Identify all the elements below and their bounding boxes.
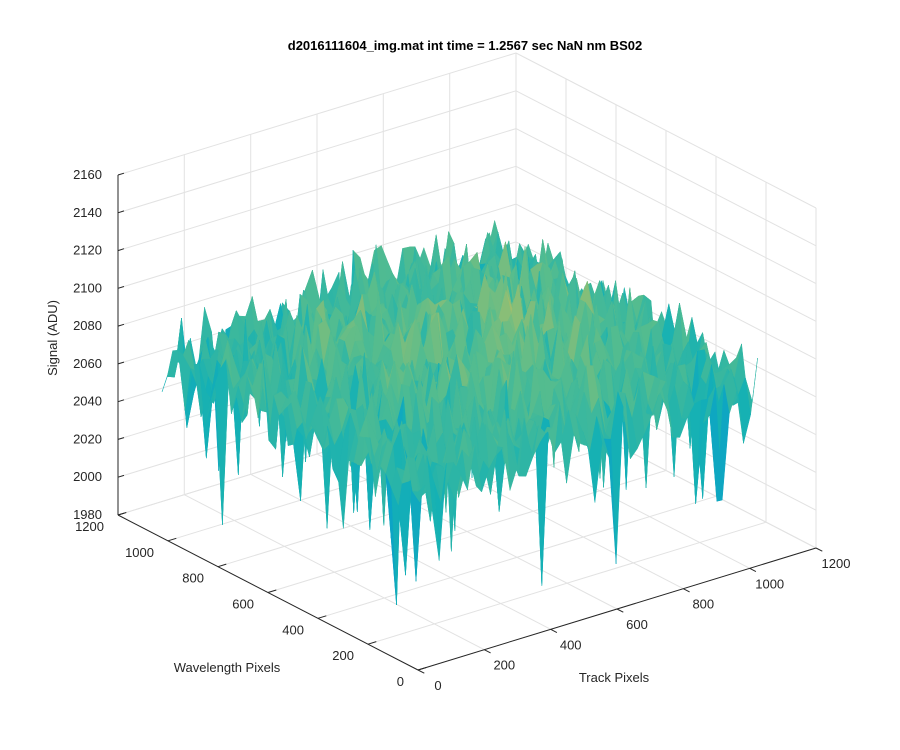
grid-line bbox=[515, 52, 817, 209]
x-tick bbox=[616, 608, 624, 613]
z-tick bbox=[117, 474, 125, 478]
z-axis-label: Signal (ADU) bbox=[45, 300, 60, 376]
x-tick bbox=[550, 628, 558, 634]
x-tick-label: 600 bbox=[626, 617, 648, 632]
z-tick bbox=[117, 361, 125, 365]
z-tick bbox=[117, 323, 125, 327]
z-tick bbox=[117, 512, 125, 516]
surface-patch bbox=[412, 484, 426, 503]
grid-line bbox=[515, 90, 817, 247]
x-tick bbox=[484, 649, 491, 654]
z-tick-label: 2120 bbox=[73, 243, 102, 258]
y-tick-label: 400 bbox=[282, 622, 304, 637]
grid-line bbox=[317, 495, 717, 619]
chart-title: d2016111604_img.mat int time = 1.2567 se… bbox=[288, 38, 642, 53]
y-tick bbox=[417, 667, 427, 671]
x-tick bbox=[749, 567, 757, 573]
x-tick-label: 0 bbox=[434, 678, 441, 693]
z-tick-label: 2140 bbox=[73, 205, 102, 220]
axis-layer bbox=[117, 172, 823, 674]
y-tick bbox=[167, 537, 177, 542]
grid-line bbox=[515, 128, 817, 285]
x-tick bbox=[683, 588, 690, 593]
y-tick-label: 1000 bbox=[125, 545, 154, 560]
grid-line bbox=[117, 52, 517, 176]
y-tick bbox=[217, 563, 227, 568]
y-tick bbox=[367, 641, 377, 645]
tick-labels: 0 200 400 600 800 1000 1200 0 200 400 600 800 1000 12… bbox=[73, 167, 850, 693]
y-axis-label: Wavelength Pixels bbox=[174, 660, 281, 675]
grid-line bbox=[267, 470, 667, 593]
z-tick-label: 1980 bbox=[73, 507, 102, 522]
z-tick bbox=[117, 286, 125, 289]
z-tick-label: 2100 bbox=[73, 280, 102, 295]
z-tick-label: 2000 bbox=[73, 469, 102, 484]
z-tick-label: 2040 bbox=[73, 394, 102, 409]
y-tick-label: 200 bbox=[332, 648, 354, 663]
grid-line bbox=[117, 90, 517, 214]
z-tick bbox=[117, 210, 125, 214]
y-tick-label: 800 bbox=[182, 571, 204, 586]
x-tick bbox=[417, 669, 425, 674]
z-tick bbox=[117, 248, 125, 252]
x-axis-label: Track Pixels bbox=[579, 670, 650, 685]
z-tick-label: 2060 bbox=[73, 356, 102, 371]
y-tick bbox=[267, 589, 277, 593]
x-tick bbox=[815, 547, 823, 552]
grid-line bbox=[117, 203, 517, 327]
x-tick-label: 200 bbox=[493, 658, 515, 673]
y-tick-label: 0 bbox=[397, 674, 404, 689]
z-tick-label: 2160 bbox=[73, 167, 102, 182]
grid-line bbox=[515, 165, 817, 322]
z-tick bbox=[117, 172, 125, 176]
y-tick-label: 1200 bbox=[75, 519, 104, 534]
grid-line bbox=[117, 165, 517, 289]
z-tick bbox=[117, 437, 125, 440]
x-tick-label: 800 bbox=[692, 597, 714, 612]
surface-patch bbox=[166, 350, 180, 378]
z-tick-label: 2080 bbox=[73, 318, 102, 333]
surface-plot bbox=[161, 220, 758, 606]
grid-line bbox=[117, 128, 517, 252]
y-tick bbox=[317, 615, 327, 619]
grid-line bbox=[515, 203, 817, 360]
x-tick-label: 400 bbox=[560, 637, 582, 652]
grid-line bbox=[367, 521, 767, 645]
x-tick-label: 1200 bbox=[822, 556, 851, 571]
y-tick-label: 600 bbox=[232, 597, 254, 612]
z-tick-label: 2020 bbox=[73, 431, 102, 446]
z-tick bbox=[117, 399, 125, 403]
x-tick-label: 1000 bbox=[755, 576, 784, 591]
